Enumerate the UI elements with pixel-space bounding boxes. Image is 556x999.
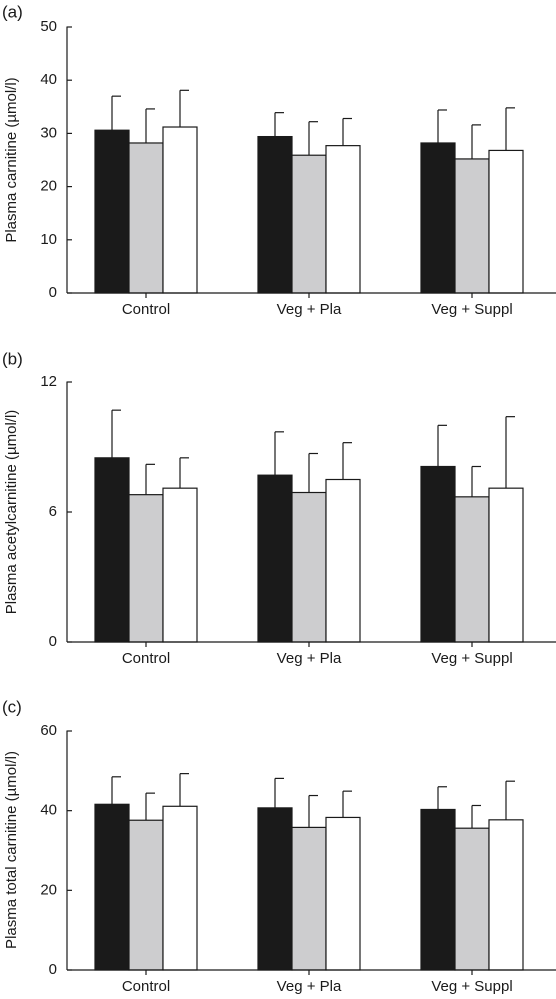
y-tick-label: 60	[40, 722, 57, 739]
bar-veg-suppl-black	[420, 465, 456, 643]
y-tick-label: 30	[40, 124, 57, 141]
bar-veg-suppl-grey	[454, 158, 490, 294]
x-category-label: Control	[122, 301, 170, 318]
y-axis-label: Plasma carnitine (µmol/l)	[3, 77, 20, 242]
y-tick-label: 20	[40, 881, 57, 898]
bar-control-white	[162, 487, 198, 643]
x-category-label: Veg + Suppl	[431, 650, 512, 667]
bar-veg-suppl-grey	[454, 827, 490, 971]
y-axis-label: Plasma total carnitine (µmol/l)	[3, 751, 20, 949]
y-tick-label: 0	[49, 284, 57, 301]
bar-veg-suppl-black	[420, 142, 456, 294]
chart-panel-3: (c) Plasma total carnitine (µmol/l) 0 20 40 6…	[2, 697, 556, 995]
bar-control-black	[94, 129, 130, 294]
bar-veg-pla-black	[257, 807, 293, 971]
bar-veg-pla-white	[325, 478, 361, 643]
bar-veg-suppl-black	[420, 808, 456, 971]
x-category-label: Veg + Pla	[277, 301, 342, 318]
bar-control-white	[162, 126, 198, 294]
bar-veg-pla-black	[257, 135, 293, 294]
x-category-label: Control	[122, 650, 170, 667]
bar-control-black	[94, 457, 130, 643]
y-tick-label: 0	[49, 961, 57, 978]
bar-veg-suppl-white	[488, 149, 524, 294]
x-category-label: Veg + Pla	[277, 650, 342, 667]
y-axis-label: Plasma acetylcarnitine (µmol/l)	[3, 410, 20, 615]
y-tick-label: 20	[40, 178, 57, 195]
bar-veg-pla-white	[325, 145, 361, 294]
x-category-label: Control	[122, 978, 170, 995]
bar-veg-suppl-white	[488, 819, 524, 971]
panel-label: (b)	[2, 349, 23, 368]
bar-veg-pla-white	[325, 816, 361, 971]
bar-control-grey	[128, 142, 164, 294]
y-tick-label: 40	[40, 802, 57, 819]
panel-label: (c)	[2, 697, 22, 716]
panel-label: (a)	[2, 2, 23, 21]
bar-control-grey	[128, 494, 164, 643]
bar-veg-pla-black	[257, 474, 293, 643]
y-tick-label: 10	[40, 231, 57, 248]
bar-control-black	[94, 803, 130, 971]
bar-control-grey	[128, 819, 164, 971]
chart-panel-2: (b) Plasma acetylcarnitine (µmol/l) 0 6 12 Co…	[2, 349, 556, 667]
chart-panel-1: (a) Plasma carnitine (µmol/l) 0 10 20 30 40 50 C…	[2, 2, 556, 318]
bar-veg-pla-grey	[291, 154, 327, 294]
x-category-label: Veg + Pla	[277, 978, 342, 995]
y-tick-label: 12	[40, 373, 57, 390]
y-tick-label: 40	[40, 71, 57, 88]
bar-veg-pla-grey	[291, 491, 327, 643]
y-tick-label: 6	[49, 503, 57, 520]
x-category-label: Veg + Suppl	[431, 301, 512, 318]
y-tick-label: 50	[40, 18, 57, 35]
x-category-label: Veg + Suppl	[431, 978, 512, 995]
y-tick-label: 0	[49, 633, 57, 650]
bar-veg-suppl-grey	[454, 496, 490, 643]
bar-veg-suppl-white	[488, 487, 524, 643]
bar-control-white	[162, 805, 198, 971]
bar-veg-pla-grey	[291, 826, 327, 971]
